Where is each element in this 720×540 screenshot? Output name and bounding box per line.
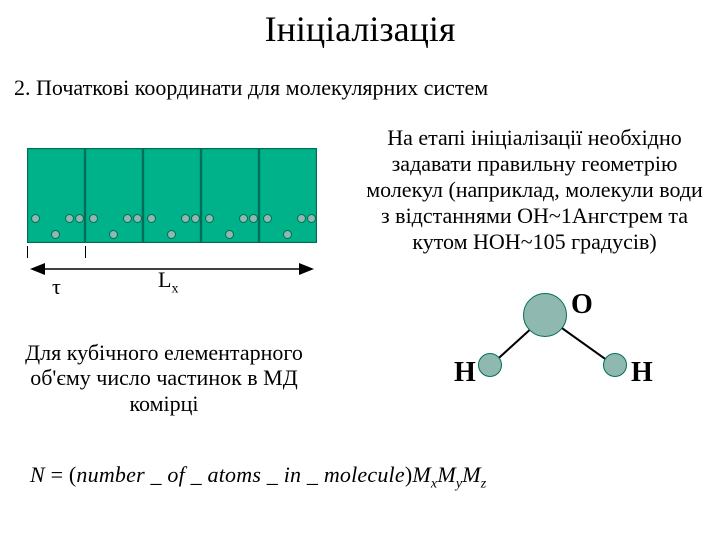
hydrogen-atom [603, 353, 627, 377]
atom-dot [133, 214, 142, 223]
left-caption: Для кубічного елементарного об'єму число… [4, 340, 324, 416]
atom-dot [51, 230, 60, 239]
arrow-tick [85, 246, 86, 258]
slide-title: Ініціалізація [0, 8, 720, 50]
right-paragraph: На етапі ініціалізації необхідно задават… [362, 125, 707, 255]
atom-dot [263, 214, 272, 223]
atom-dot [109, 230, 118, 239]
hydrogen-label: H [454, 357, 476, 389]
oxygen-atom [523, 293, 567, 337]
oxygen-label: O [571, 289, 593, 321]
lattice-cell [85, 148, 143, 243]
atom-dot [205, 214, 214, 223]
atom-dot [75, 214, 84, 223]
hydrogen-label: H [631, 357, 653, 389]
arrow-tick [27, 246, 28, 258]
lattice-cell [27, 148, 85, 243]
hydrogen-atom [478, 353, 502, 377]
tau-label: τ [52, 274, 61, 300]
atom-dot [65, 214, 74, 223]
atom-dot [297, 214, 306, 223]
slide-subtitle: 2. Початкові координати для молекулярних… [14, 75, 488, 101]
lx-label: Lx [158, 267, 178, 297]
atom-dot [249, 214, 258, 223]
atom-dot [307, 214, 316, 223]
atom-dot [89, 214, 98, 223]
atom-dot [123, 214, 132, 223]
formula: N = (number _ of _ atoms _ in _ molecule… [30, 462, 486, 492]
lattice-cell [201, 148, 259, 243]
lattice-row [27, 148, 317, 243]
atom-dot [167, 230, 176, 239]
lattice-cell [143, 148, 201, 243]
atom-dot [225, 230, 234, 239]
atom-dot [31, 214, 40, 223]
atom-dot [283, 230, 292, 239]
atom-dot [239, 214, 248, 223]
water-molecule: OHH [450, 300, 660, 420]
atom-dot [191, 214, 200, 223]
atom-dot [181, 214, 190, 223]
lattice-cell [259, 148, 317, 243]
atom-dot [147, 214, 156, 223]
